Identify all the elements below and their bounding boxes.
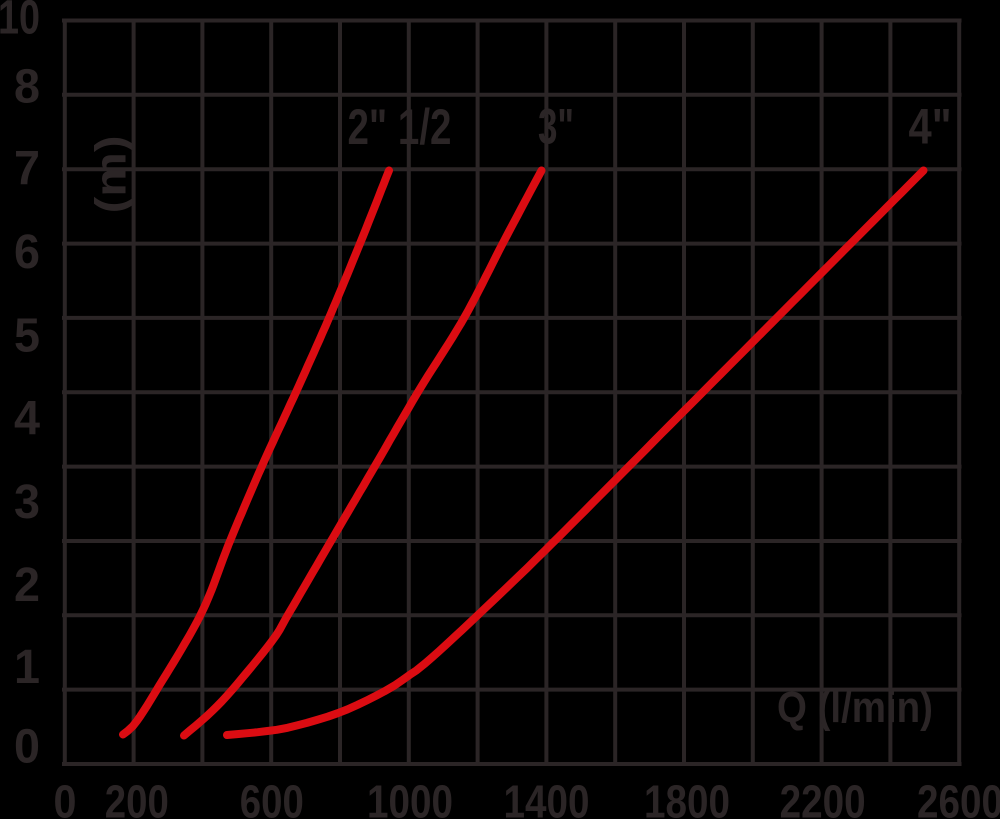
svg-text:2600: 2600 bbox=[917, 776, 1000, 819]
svg-text:7: 7 bbox=[14, 143, 40, 196]
svg-text:1800: 1800 bbox=[644, 776, 730, 819]
svg-text:(m): (m) bbox=[87, 135, 136, 213]
svg-text:8: 8 bbox=[14, 61, 40, 114]
svg-text:0: 0 bbox=[54, 776, 77, 819]
svg-text:2: 2 bbox=[14, 559, 40, 612]
svg-text:Q (l/min): Q (l/min) bbox=[777, 683, 933, 732]
svg-text:600: 600 bbox=[240, 776, 304, 819]
svg-text:1: 1 bbox=[14, 641, 40, 694]
svg-text:4": 4" bbox=[909, 99, 952, 155]
svg-text:200: 200 bbox=[105, 776, 169, 819]
svg-text:3": 3" bbox=[538, 99, 574, 155]
svg-text:4: 4 bbox=[14, 393, 40, 446]
svg-text:2200: 2200 bbox=[780, 776, 866, 819]
svg-text:5: 5 bbox=[14, 310, 40, 363]
svg-text:1400: 1400 bbox=[504, 776, 590, 819]
svg-text:1000: 1000 bbox=[367, 776, 453, 819]
svg-text:10: 10 bbox=[0, 0, 40, 45]
svg-text:3: 3 bbox=[14, 476, 40, 529]
svg-text:0: 0 bbox=[14, 721, 40, 774]
svg-text:2" 1/2: 2" 1/2 bbox=[348, 99, 452, 155]
svg-text:6: 6 bbox=[14, 226, 40, 279]
